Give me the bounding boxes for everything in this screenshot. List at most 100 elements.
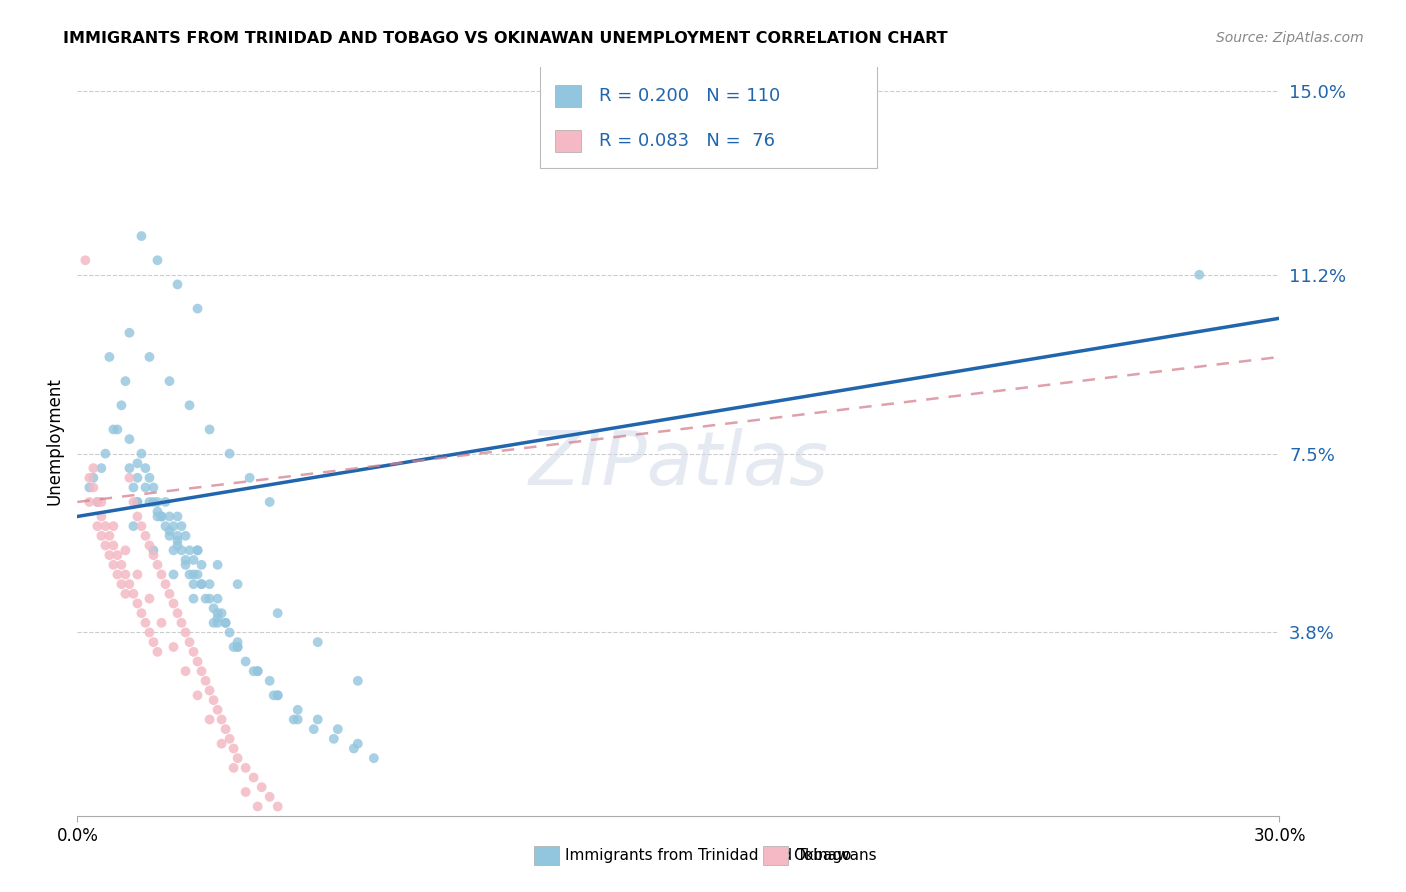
Point [347, 737, 370, 751]
Point [127, 597, 149, 611]
Point [226, 577, 249, 591]
Point [226, 640, 249, 654]
Point [122, 480, 145, 494]
Point [174, 558, 197, 572]
Point [183, 567, 205, 582]
Point [211, 737, 233, 751]
Point [162, 640, 184, 654]
Point [166, 533, 188, 548]
Point [159, 374, 181, 388]
Point [218, 447, 240, 461]
Point [207, 611, 229, 625]
Point [222, 761, 245, 775]
Point [150, 615, 173, 630]
Point [183, 591, 205, 606]
Point [239, 471, 262, 485]
Point [218, 625, 240, 640]
Point [131, 447, 153, 461]
Point [226, 751, 249, 765]
Bar [554, 130, 581, 152]
Point [267, 689, 290, 703]
Point [138, 350, 160, 364]
Point [134, 461, 156, 475]
Point [343, 741, 366, 756]
Point [322, 731, 344, 746]
Point [347, 673, 370, 688]
Point [198, 683, 221, 698]
Point [118, 432, 141, 446]
Point [118, 326, 141, 340]
Point [170, 615, 193, 630]
Point [283, 713, 305, 727]
Point [170, 519, 193, 533]
Point [107, 548, 129, 562]
Text: R = 0.200   N = 110: R = 0.200 N = 110 [599, 87, 780, 105]
Point [174, 553, 197, 567]
Point [110, 398, 132, 412]
Point [186, 543, 209, 558]
Point [259, 495, 281, 509]
Point [214, 615, 236, 630]
Point [146, 558, 169, 572]
Text: Okinawans: Okinawans [793, 848, 877, 863]
Point [186, 689, 209, 703]
Point [142, 635, 165, 649]
Point [202, 601, 225, 615]
Point [267, 799, 290, 814]
Point [131, 519, 153, 533]
Point [198, 422, 221, 436]
Point [127, 495, 149, 509]
Point [190, 577, 212, 591]
Point [307, 713, 329, 727]
Point [122, 519, 145, 533]
Point [94, 447, 117, 461]
Text: IMMIGRANTS FROM TRINIDAD AND TOBAGO VS OKINAWAN UNEMPLOYMENT CORRELATION CHART: IMMIGRANTS FROM TRINIDAD AND TOBAGO VS O… [63, 31, 948, 46]
Point [194, 591, 217, 606]
Point [183, 577, 205, 591]
Point [131, 606, 153, 620]
Point [198, 591, 221, 606]
Point [263, 689, 285, 703]
Point [214, 615, 236, 630]
Point [1188, 268, 1211, 282]
Point [79, 480, 101, 494]
Point [134, 615, 156, 630]
Point [86, 519, 108, 533]
Point [287, 703, 309, 717]
Point [198, 713, 221, 727]
Point [190, 577, 212, 591]
Point [82, 471, 104, 485]
Point [134, 480, 156, 494]
Point [186, 301, 209, 316]
Point [183, 645, 205, 659]
Point [122, 495, 145, 509]
Point [159, 509, 181, 524]
Point [166, 509, 188, 524]
Point [90, 509, 112, 524]
Point [222, 741, 245, 756]
Point [246, 664, 269, 678]
Point [86, 495, 108, 509]
Point [146, 509, 169, 524]
Point [142, 548, 165, 562]
Point [207, 591, 229, 606]
Point [183, 553, 205, 567]
Point [211, 713, 233, 727]
Point [103, 519, 125, 533]
Point [174, 664, 197, 678]
Point [235, 785, 257, 799]
Text: R = 0.083   N =  76: R = 0.083 N = 76 [599, 132, 775, 150]
Point [179, 567, 201, 582]
Point [259, 789, 281, 804]
Point [242, 664, 264, 678]
Point [118, 577, 141, 591]
Point [246, 664, 269, 678]
Point [103, 539, 125, 553]
Point [82, 480, 104, 494]
Point [127, 495, 149, 509]
Point [287, 713, 309, 727]
Point [207, 558, 229, 572]
Point [186, 543, 209, 558]
Point [94, 519, 117, 533]
Point [207, 615, 229, 630]
